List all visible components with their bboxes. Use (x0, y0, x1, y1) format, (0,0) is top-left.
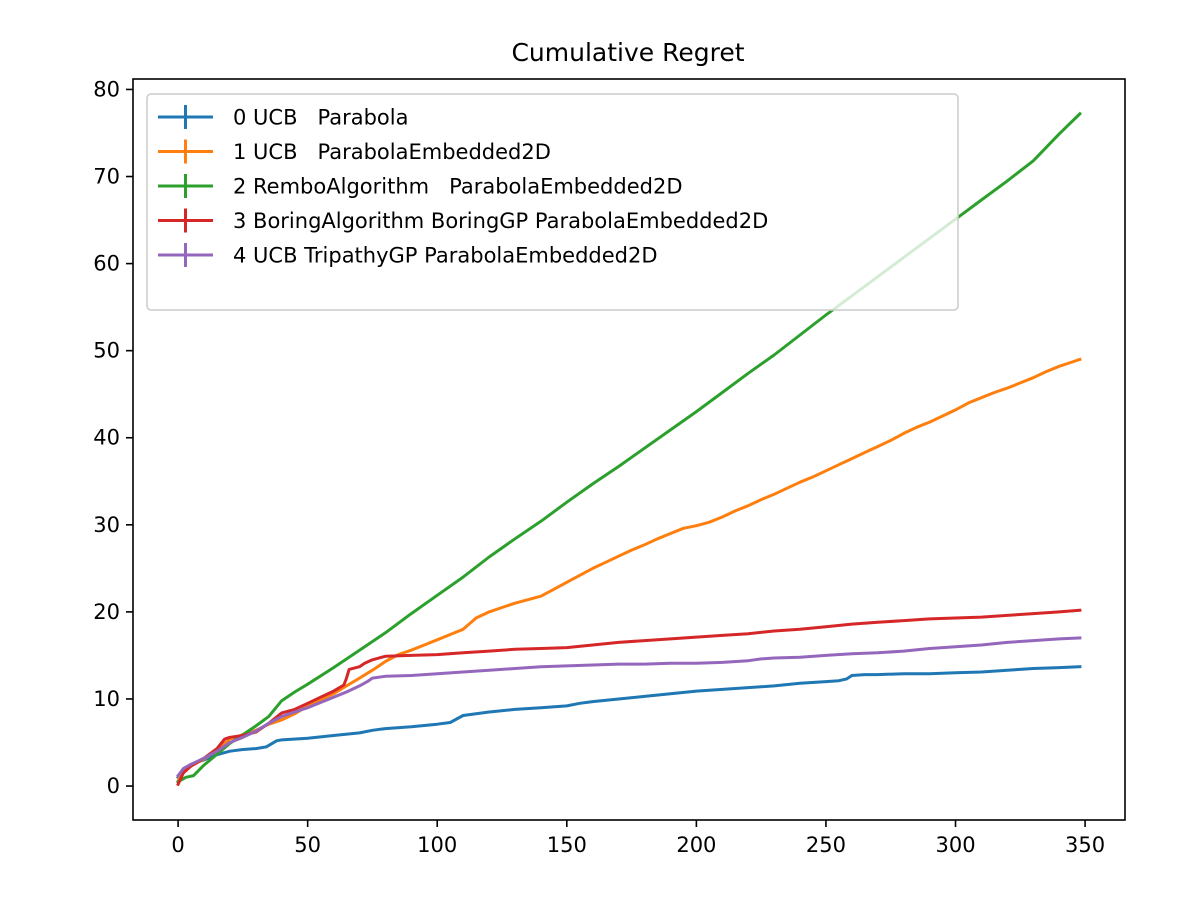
series-line-4 (176, 636, 1082, 778)
series-line-0 (176, 665, 1082, 780)
y-tick-label: 20 (93, 600, 120, 624)
legend-item-4: 4 UCB TripathyGP ParabolaEmbedded2D (158, 243, 658, 268)
legend-item-1: 1 UCB ParabolaEmbedded2D (158, 139, 551, 164)
y-tick-label: 0 (107, 774, 120, 798)
legend-item-0: 0 UCB Parabola (158, 105, 408, 130)
x-tick-label: 300 (935, 833, 975, 857)
y-tick-label: 60 (93, 252, 120, 276)
legend-item-2: 2 RemboAlgorithm ParabolaEmbedded2D (158, 174, 683, 199)
x-tick-label: 350 (1065, 833, 1105, 857)
chart-title: Cumulative Regret (511, 38, 744, 67)
legend-label: 3 BoringAlgorithm BoringGP ParabolaEmbed… (233, 209, 768, 233)
y-tick-label: 70 (93, 165, 120, 189)
x-tick-label: 100 (417, 833, 457, 857)
y-axis: 0 10 20 30 40 50 60 70 80 (93, 77, 133, 798)
legend: 0 UCB Parabola 1 UCB ParabolaEmbedded2D 2 … (146, 93, 959, 311)
legend-label: 2 RemboAlgorithm ParabolaEmbedded2D (233, 175, 683, 199)
y-tick-label: 40 (93, 426, 120, 450)
y-tick-label: 10 (93, 687, 120, 711)
x-tick-label: 250 (806, 833, 846, 857)
y-tick-label: 50 (93, 339, 120, 363)
y-tick-label: 30 (93, 513, 120, 537)
x-tick-label: 0 (171, 833, 184, 857)
legend-item-3: 3 BoringAlgorithm BoringGP ParabolaEmbed… (158, 208, 768, 233)
legend-box (146, 93, 959, 311)
legend-label: 1 UCB ParabolaEmbedded2D (233, 140, 551, 164)
series-line-1 (176, 357, 1082, 784)
legend-label: 0 UCB Parabola (233, 106, 408, 130)
legend-label: 4 UCB TripathyGP ParabolaEmbedded2D (233, 244, 658, 268)
y-tick-label: 80 (93, 77, 120, 101)
x-axis: 0 50 100 150 200 250 300 350 (171, 820, 1105, 857)
x-tick-label: 150 (547, 833, 587, 857)
x-tick-label: 50 (294, 833, 321, 857)
plot-frame (132, 78, 1126, 821)
x-tick-label: 200 (676, 833, 716, 857)
